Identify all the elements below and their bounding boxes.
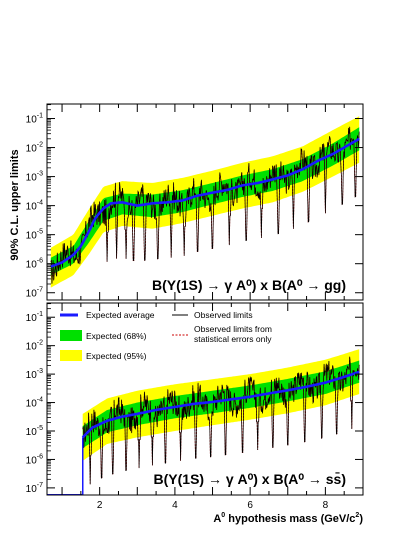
legend-expected-average: Expected average xyxy=(86,310,155,320)
y-tick-label: 10-2 xyxy=(26,142,43,155)
observed-line-ss xyxy=(82,356,360,485)
y-tick-label: 10-5 xyxy=(26,229,43,242)
legend-expected-95: Expected (95%) xyxy=(86,351,147,361)
legend-observed: Observed limits xyxy=(194,310,253,320)
y-tick-label: 10-4 xyxy=(26,200,43,213)
legend: Expected average Observed limits Expecte… xyxy=(60,310,274,361)
y-tick-label: 10-5 xyxy=(26,425,43,438)
process-label-ss: B(Υ(1S) → γ A⁰) x B(A⁰ → ss̄) xyxy=(154,470,346,487)
y-tick-label: 10-7 xyxy=(26,287,43,300)
legend-expected-68-swatch xyxy=(60,330,82,341)
upper-limit-panel-ss: 10-7 10-6 10-5 10-4 10-3 10-2 10-1 2 4 6 8 B(Υ(1S… xyxy=(26,302,364,511)
y-tick-label: 10-1 xyxy=(26,113,43,126)
y-tick-label: 10-6 xyxy=(26,258,43,271)
legend-expected-95-swatch xyxy=(60,350,82,361)
y-tick-label: 10-1 xyxy=(26,311,43,324)
y-tick-label: 10-2 xyxy=(26,340,43,353)
expected-average-line-ss xyxy=(81,370,360,439)
y-axis-label: 90% C.L. upper limits xyxy=(9,149,21,260)
y-tick-label: 10-3 xyxy=(26,368,43,381)
x-tick-label: 2 xyxy=(97,500,103,511)
x-tick-label: 6 xyxy=(247,500,253,511)
expected-average-line-gg xyxy=(50,137,360,268)
legend-expected-68: Expected (68%) xyxy=(86,331,147,341)
x-tick-label: 8 xyxy=(323,500,329,511)
legend-observed-stat: Observed limits from statistical errors … xyxy=(194,324,274,344)
y-tick-label: 10-4 xyxy=(26,397,43,410)
x-tick-label: 4 xyxy=(172,500,178,511)
y-tick-label: 10-3 xyxy=(26,171,43,184)
x-axis-label: A0 hypothesis mass (GeV/c2) xyxy=(213,512,363,525)
upper-limit-panel-gg: 10-7 10-6 10-5 10-4 10-3 10-2 10-1 B(Υ(1S) → γ… xyxy=(26,103,364,301)
process-label-gg: B(Υ(1S) → γ A⁰) x B(A⁰ → gg) xyxy=(152,277,346,293)
y-tick-label: 10-6 xyxy=(26,453,43,466)
y-tick-label: 10-7 xyxy=(26,482,43,495)
